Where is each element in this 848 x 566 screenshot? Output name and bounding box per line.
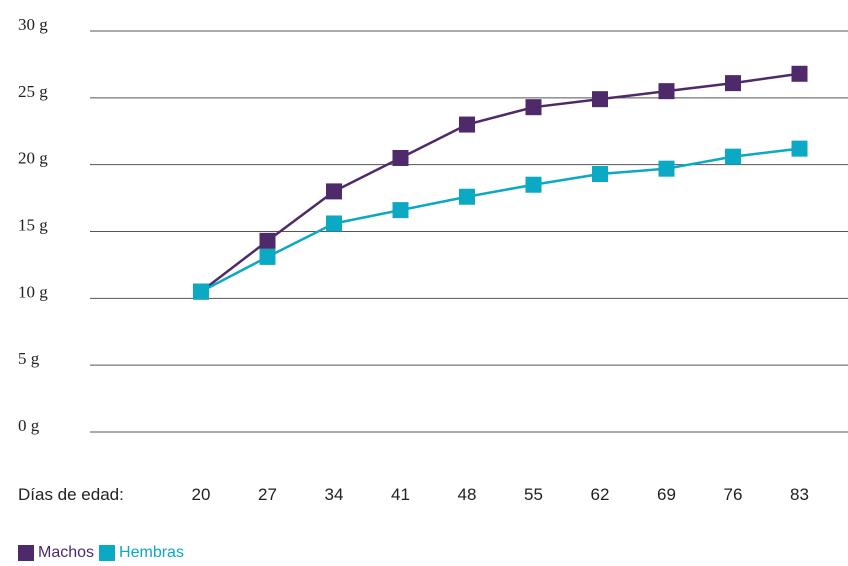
series-group	[193, 65, 808, 300]
data-point-hembras	[326, 215, 342, 232]
legend-label-machos: Machos	[38, 544, 95, 561]
data-point-machos	[525, 99, 542, 116]
data-point-hembras	[459, 188, 475, 205]
y-tick-label: 0 g	[18, 416, 40, 435]
data-point-hembras	[725, 148, 741, 165]
data-point-machos	[326, 183, 342, 200]
data-point-machos	[725, 75, 741, 92]
y-tick-label: 30 g	[18, 15, 48, 34]
data-point-hembras	[791, 140, 808, 157]
data-point-machos	[459, 116, 475, 133]
data-point-machos	[791, 65, 808, 82]
data-point-hembras	[592, 166, 608, 183]
y-tick-label: 15 g	[18, 216, 48, 235]
x-tick-label: 41	[391, 485, 410, 504]
x-tick-label: 34	[325, 485, 344, 504]
y-tick-label: 5 g	[18, 349, 40, 368]
series-hembras	[193, 140, 808, 300]
series-line-machos	[200, 72, 800, 293]
x-tick-label: 76	[724, 485, 743, 504]
data-point-hembras	[658, 160, 675, 177]
y-axis-tick-labels: 0 g 5 g 10 g 15 g 20 g 25 g 30 g	[18, 15, 48, 435]
data-point-hembras	[193, 283, 209, 300]
data-point-machos	[658, 83, 675, 100]
legend-swatch-hembras	[99, 545, 116, 561]
x-axis-label: Días de edad:	[18, 485, 124, 504]
data-point-hembras	[259, 248, 276, 265]
series-line-hembras	[200, 147, 800, 293]
legend-swatch-machos	[18, 545, 34, 561]
x-tick-label: 55	[524, 485, 543, 504]
x-tick-label: 20	[192, 485, 211, 504]
x-tick-label: 83	[790, 485, 809, 504]
legend-item-machos: Machos	[18, 544, 94, 562]
x-tick-label: 48	[458, 485, 477, 504]
series-machos	[193, 65, 808, 300]
x-tick-label: 27	[258, 485, 277, 504]
data-point-machos	[259, 232, 276, 249]
grid-lines	[90, 30, 848, 433]
legend: Machos Hembras	[18, 544, 184, 562]
x-tick-label: 62	[591, 485, 610, 504]
legend-item-hembras: Hembras	[99, 544, 184, 562]
data-point-machos	[592, 91, 608, 108]
data-point-machos	[392, 149, 409, 166]
x-axis-tick-labels: 20 27 34 41 48 55 62 69 76 83	[192, 485, 809, 504]
y-tick-label: 10 g	[18, 282, 48, 301]
legend-label-hembras: Hembras	[119, 544, 184, 561]
y-tick-label: 25 g	[18, 82, 48, 101]
y-tick-label: 20 g	[18, 149, 48, 168]
line-chart: 0 g 5 g 10 g 15 g 20 g 25 g 30 g Días de edad:…	[18, 15, 848, 504]
x-tick-label: 69	[657, 485, 676, 504]
data-point-hembras	[392, 202, 409, 219]
data-point-hembras	[525, 176, 542, 193]
